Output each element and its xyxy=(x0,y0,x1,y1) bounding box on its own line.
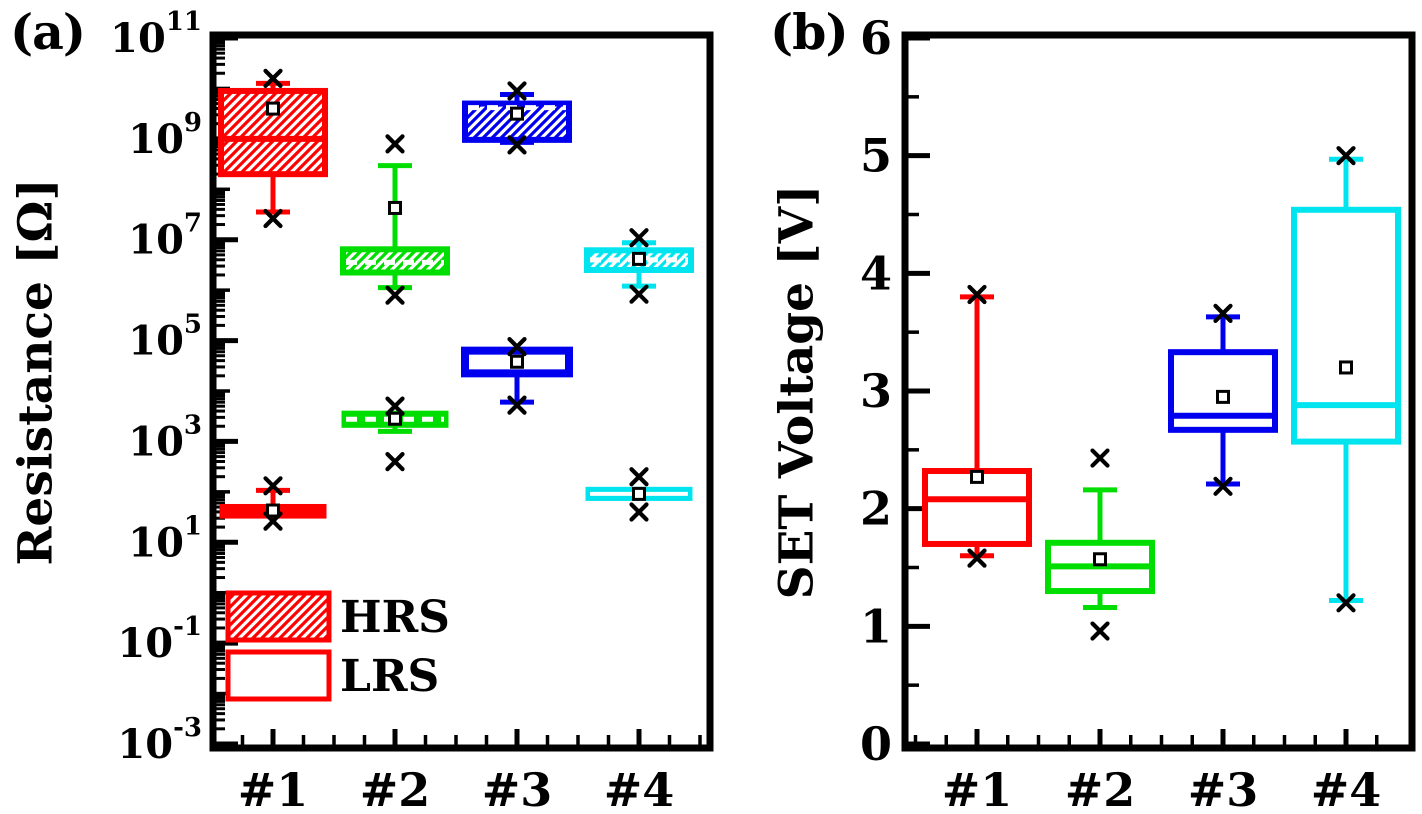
box-hrs-#2 xyxy=(340,134,450,305)
x-marker xyxy=(1090,621,1110,641)
x-marker xyxy=(629,467,649,487)
x-marker xyxy=(263,208,283,229)
y-tick-label: 10-1 xyxy=(117,612,202,667)
x-category-label: #4 xyxy=(1311,763,1382,814)
x-marker xyxy=(385,134,405,154)
y-tick-label: 0 xyxy=(860,717,892,771)
x-marker xyxy=(385,452,405,472)
x-marker xyxy=(1213,476,1233,496)
panel-b-label: (b) xyxy=(770,3,849,61)
box-set-#4 xyxy=(1291,146,1401,613)
mean-marker xyxy=(632,486,646,501)
mean-marker xyxy=(1339,360,1353,375)
x-marker xyxy=(507,395,527,415)
mean-marker xyxy=(510,106,524,121)
x-marker xyxy=(507,337,527,357)
y-tick-label: 101 xyxy=(128,511,202,566)
box-set-#2 xyxy=(1045,448,1155,641)
x-marker xyxy=(385,285,405,305)
legend: HRS LRS xyxy=(225,590,450,702)
x-marker xyxy=(1336,593,1356,613)
box-lrs-#3 xyxy=(461,337,573,415)
box-hrs-#1 xyxy=(218,68,328,229)
mean-marker xyxy=(632,251,646,266)
mean-marker xyxy=(510,354,524,369)
x-marker xyxy=(263,476,283,496)
x-marker xyxy=(1090,448,1110,468)
y-tick-label: 1 xyxy=(860,599,892,653)
panel-b: 0 1 2 3 4 5 6 #1 #2 #3 #4 xyxy=(860,11,1416,814)
mean-marker xyxy=(1216,389,1230,404)
legend-label-hrs: HRS xyxy=(340,592,450,643)
y-tick-label: 109 xyxy=(128,108,202,163)
y-tick-label: 107 xyxy=(128,209,202,264)
x-category-label: #1 xyxy=(238,763,309,814)
x-category-label: #2 xyxy=(360,763,431,814)
x-marker xyxy=(967,548,987,568)
y-tick-label: 2 xyxy=(860,482,892,536)
x-marker xyxy=(1213,303,1233,323)
legend-swatch-lrs xyxy=(225,649,332,702)
x-category-label: #2 xyxy=(1065,763,1136,814)
box-lrs-#1 xyxy=(219,476,327,531)
panel-a: 1011 109 107 105 103 101 10-1 10-3 #1 #2 #3 #4 HRS LR… xyxy=(110,7,714,814)
y-tick-label: 1011 xyxy=(110,7,202,62)
x-marker xyxy=(263,511,283,531)
y-tick-label: 3 xyxy=(860,364,892,418)
x-marker xyxy=(263,68,283,88)
box-hrs-#3 xyxy=(462,81,572,155)
mean-marker xyxy=(1093,552,1107,567)
x-marker xyxy=(629,502,649,522)
mean-marker xyxy=(388,411,402,426)
box-lrs-#2 xyxy=(341,396,449,472)
mean-marker xyxy=(388,200,402,215)
y-tick-label: 4 xyxy=(860,246,892,300)
mean-marker xyxy=(266,101,280,116)
box-set-#3 xyxy=(1168,303,1278,496)
x-marker xyxy=(967,284,987,305)
x-marker xyxy=(507,135,527,155)
y-tick-label: 10-3 xyxy=(117,713,202,768)
mean-marker xyxy=(266,503,280,518)
box-lrs-#4 xyxy=(585,467,693,522)
legend-label-lrs: LRS xyxy=(340,651,439,702)
x-marker xyxy=(1336,146,1356,166)
mean-marker xyxy=(970,469,984,484)
x-marker xyxy=(385,396,405,416)
y-tick-label: 103 xyxy=(128,410,202,465)
x-category-label: #3 xyxy=(1188,763,1259,814)
panel-a-label: (a) xyxy=(10,3,86,61)
x-marker xyxy=(507,81,527,101)
y-tick-label: 105 xyxy=(128,310,202,365)
x-marker xyxy=(629,284,649,304)
x-marker xyxy=(629,228,649,248)
y-tick-label: 6 xyxy=(860,11,892,65)
x-category-label: #1 xyxy=(942,763,1013,814)
box-hrs-#4 xyxy=(584,228,694,304)
legend-swatch-hrs xyxy=(225,590,332,643)
x-category-label: #4 xyxy=(604,763,675,814)
x-category-label: #3 xyxy=(482,763,553,814)
y-tick-label: 5 xyxy=(860,129,892,183)
box-set-#1 xyxy=(922,284,1032,568)
